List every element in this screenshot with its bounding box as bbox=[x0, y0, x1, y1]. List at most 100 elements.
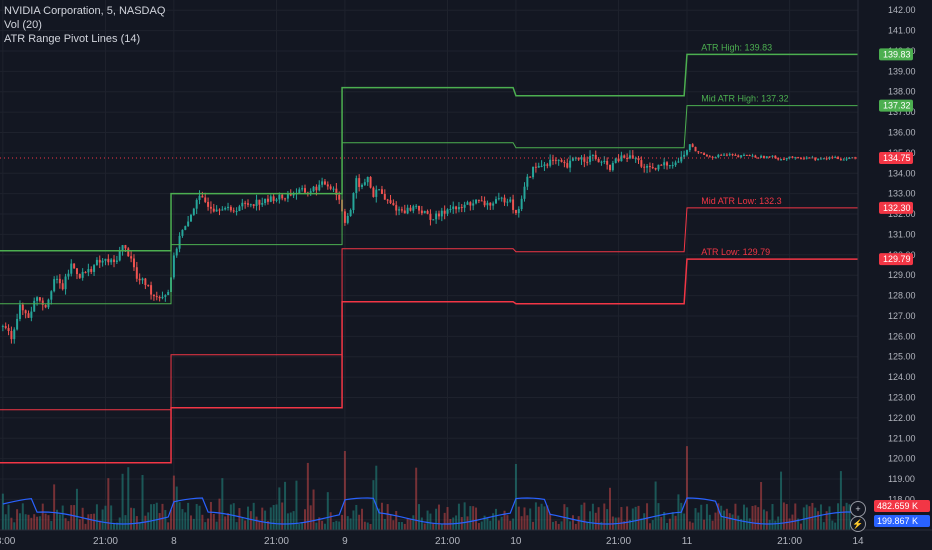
volume-bar bbox=[788, 518, 791, 530]
candle-body bbox=[50, 291, 53, 300]
time-tick-label: 21:00 bbox=[606, 536, 631, 547]
candle-body bbox=[266, 198, 269, 202]
candle-body bbox=[312, 186, 315, 192]
volume-bar bbox=[241, 517, 244, 530]
volume-bar bbox=[141, 474, 144, 530]
candle-body bbox=[207, 201, 210, 207]
volume-bar bbox=[594, 512, 597, 530]
candle-body bbox=[301, 188, 304, 190]
candle-body bbox=[822, 158, 825, 160]
volume-bar bbox=[446, 507, 449, 530]
candle-body bbox=[150, 285, 153, 295]
volume-bar bbox=[341, 514, 344, 530]
price-tick-label: 128.00 bbox=[888, 291, 916, 301]
volume-bar bbox=[21, 503, 24, 530]
volume-bar bbox=[304, 509, 307, 530]
candle-body bbox=[406, 207, 409, 214]
volume-bar bbox=[378, 508, 381, 530]
volume-bar bbox=[571, 515, 574, 530]
volume-bar bbox=[207, 518, 210, 530]
candle-body bbox=[543, 164, 546, 166]
candle-body bbox=[834, 157, 837, 159]
candle-body bbox=[13, 329, 16, 340]
legend-symbol[interactable]: NVIDIA Corporation, 5, NASDAQ bbox=[4, 5, 166, 17]
candle-body bbox=[751, 155, 754, 157]
volume-bar bbox=[18, 513, 21, 530]
candle-body bbox=[44, 304, 47, 308]
candle-body bbox=[104, 258, 107, 261]
volume-bar bbox=[67, 521, 70, 530]
volume-bar bbox=[127, 467, 130, 530]
candle-body bbox=[819, 158, 822, 160]
volume-bar bbox=[121, 473, 124, 530]
candle-body bbox=[685, 150, 688, 155]
volume-bar bbox=[634, 506, 637, 530]
volume-bar bbox=[27, 514, 30, 530]
volume-bar bbox=[10, 517, 13, 530]
candle-body bbox=[754, 155, 757, 158]
volume-bar bbox=[406, 518, 409, 530]
candle-body bbox=[497, 198, 500, 200]
volume-bar bbox=[138, 522, 141, 530]
candle-body bbox=[90, 269, 93, 272]
candle-body bbox=[802, 158, 805, 160]
candle-body bbox=[537, 165, 540, 168]
candle-body bbox=[132, 258, 135, 268]
candle-body bbox=[198, 195, 201, 200]
volume-bar bbox=[532, 521, 535, 530]
volume-bar bbox=[418, 504, 421, 530]
price-tick-label: 124.00 bbox=[888, 372, 916, 382]
volume-bar bbox=[688, 521, 691, 530]
volume-bar bbox=[839, 471, 842, 530]
candle-body bbox=[600, 161, 603, 163]
candle-body bbox=[329, 186, 332, 189]
candle-body bbox=[455, 206, 458, 210]
volume-bar bbox=[252, 502, 255, 530]
volume-bar bbox=[209, 501, 212, 530]
volume-bar bbox=[546, 505, 549, 530]
candle-body bbox=[845, 158, 848, 160]
volume-bar bbox=[50, 521, 53, 530]
price-axis bbox=[858, 0, 932, 550]
candle-body bbox=[358, 178, 361, 187]
candle-body bbox=[238, 206, 241, 212]
candle-body bbox=[534, 166, 537, 168]
candle-body bbox=[372, 187, 375, 197]
candle-body bbox=[589, 155, 592, 162]
candle-body bbox=[64, 276, 67, 290]
volume-bar bbox=[4, 514, 7, 530]
volume-bar bbox=[13, 522, 16, 530]
candle-body bbox=[728, 154, 731, 156]
candle-body bbox=[780, 159, 783, 161]
lightning-icon[interactable]: ⚡ bbox=[850, 516, 866, 532]
volume-bar bbox=[817, 511, 820, 530]
legend-indicator[interactable]: ATR Range Pivot Lines (14) bbox=[4, 33, 141, 45]
candle-body bbox=[703, 153, 706, 155]
volume-bar bbox=[834, 522, 837, 530]
volume-bar bbox=[113, 522, 116, 530]
legend-volume[interactable]: Vol (20) bbox=[4, 19, 42, 31]
volume-bar bbox=[554, 521, 557, 530]
candle-body bbox=[805, 157, 808, 159]
add-icon[interactable]: + bbox=[850, 501, 866, 517]
atr-line-label: ATR Low: 129.79 bbox=[701, 247, 770, 257]
volume-bar bbox=[212, 513, 215, 530]
volume-bar bbox=[101, 509, 104, 530]
volume-bar bbox=[266, 520, 269, 530]
volume-bar bbox=[509, 520, 512, 530]
volume-bar bbox=[560, 521, 563, 530]
price-badge-label: 134.75 bbox=[883, 153, 911, 163]
volume-bar bbox=[335, 520, 338, 530]
volume-bar bbox=[184, 512, 187, 530]
atr-line-1 bbox=[0, 105, 858, 305]
candle-body bbox=[326, 184, 329, 187]
volume-bar bbox=[420, 517, 423, 530]
candle-body bbox=[67, 273, 70, 277]
volume-bar bbox=[811, 502, 814, 530]
volume-bar bbox=[685, 446, 688, 530]
candle-body bbox=[269, 196, 272, 202]
volume-bar bbox=[640, 518, 643, 530]
volume-bar bbox=[24, 514, 27, 530]
volume-bar bbox=[837, 503, 840, 530]
